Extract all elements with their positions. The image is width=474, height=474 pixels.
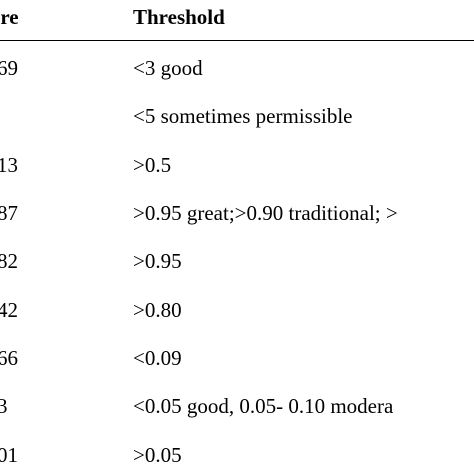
- threshold-cell: >0.80: [133, 298, 182, 322]
- table-row: 69 <3 good: [0, 54, 474, 100]
- header-divider: [0, 40, 474, 41]
- threshold-column-header: Threshold: [133, 5, 225, 29]
- measure-cell: 87: [0, 201, 18, 225]
- threshold-cell: <5 sometimes permissible: [133, 104, 353, 128]
- table-row: 13 >0.5: [0, 151, 474, 197]
- threshold-cell: <0.05 good, 0.05- 0.10 modera: [133, 394, 394, 418]
- measure-cell: 66: [0, 346, 18, 370]
- table-row: 42 >0.80: [0, 296, 474, 342]
- table-row: 66 <0.09: [0, 344, 474, 390]
- threshold-cell: <0.09: [133, 346, 182, 370]
- threshold-cell: >0.95: [133, 249, 182, 273]
- table-row: 82 >0.95: [0, 247, 474, 293]
- measure-column-header: asure: [0, 5, 19, 29]
- table-row: <5 sometimes permissible: [0, 102, 474, 148]
- measure-cell: 82: [0, 249, 18, 273]
- table-row: 3 <0.05 good, 0.05- 0.10 modera: [0, 392, 474, 438]
- table-header-row: asure Threshold: [0, 0, 474, 42]
- measure-cell: 3: [0, 394, 8, 418]
- measure-cell: 69: [0, 56, 18, 80]
- table-row: 01 >0.05: [0, 441, 474, 474]
- measure-cell: 01: [0, 443, 18, 467]
- threshold-cell: >0.05: [133, 443, 182, 467]
- measure-cell: 13: [0, 153, 18, 177]
- threshold-cell: <3 good: [133, 56, 203, 80]
- threshold-cell: >0.95 great;>0.90 traditional; >: [133, 201, 398, 225]
- table-row: 87 >0.95 great;>0.90 traditional; >: [0, 199, 474, 245]
- measure-cell: 42: [0, 298, 18, 322]
- threshold-cell: >0.5: [133, 153, 172, 177]
